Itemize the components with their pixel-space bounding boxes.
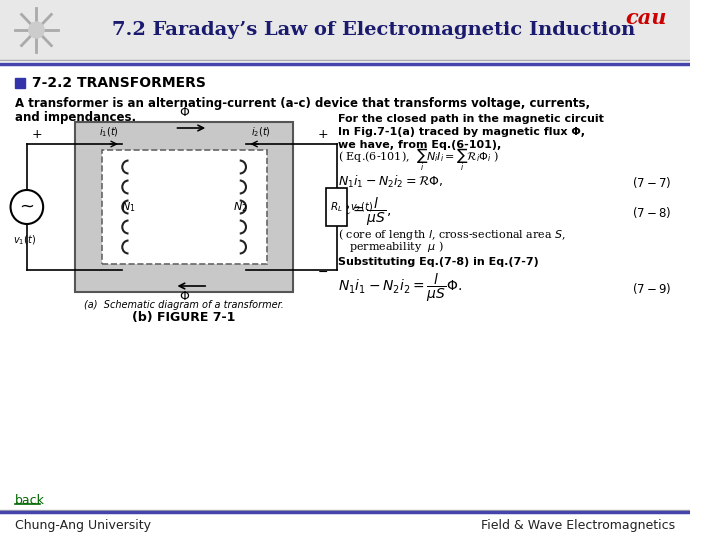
Text: $N_1 i_1 - N_2 i_2 = \dfrac{l}{\mu S} \Phi.$: $N_1 i_1 - N_2 i_2 = \dfrac{l}{\mu S} \P…	[338, 272, 462, 304]
Text: In Fig.7-1(a) traced by magnetic flux Φ,: In Fig.7-1(a) traced by magnetic flux Φ,	[338, 127, 585, 137]
Text: 7.2 Faraday’s Law of Electromagnetic Induction: 7.2 Faraday’s Law of Electromagnetic Ind…	[112, 21, 636, 39]
Text: $N_1 i_1 - N_2 i_2 = \mathcal{R}\Phi,$: $N_1 i_1 - N_2 i_2 = \mathcal{R}\Phi,$	[338, 174, 443, 190]
Text: $(7-7)$: $(7-7)$	[631, 174, 671, 190]
Bar	[0, 0, 690, 60]
Text: $i_2(t)$: $i_2(t)$	[251, 125, 271, 139]
Text: ~: ~	[19, 198, 35, 216]
Text: we have, from Eq.(6-101),: we have, from Eq.(6-101),	[338, 140, 501, 150]
Text: back: back	[15, 494, 45, 507]
Text: For the closed path in the magnetic circuit: For the closed path in the magnetic circ…	[338, 114, 603, 124]
Text: $\Phi$: $\Phi$	[179, 290, 189, 303]
Text: and impendances.: and impendances.	[15, 111, 137, 124]
Text: $\mathcal{R} = \dfrac{l}{\mu S},$: $\mathcal{R} = \dfrac{l}{\mu S},$	[338, 196, 391, 228]
Text: Field & Wave Electromagnetics: Field & Wave Electromagnetics	[481, 518, 675, 531]
Text: (b) FIGURE 7-1: (b) FIGURE 7-1	[132, 312, 236, 325]
Text: $(7-8)$: $(7-8)$	[631, 205, 671, 219]
Text: ( Eq.(6-101),  $\sum_i N_i I_i = \sum_i \mathcal{R}_i \Phi_i$ ): ( Eq.(6-101), $\sum_i N_i I_i = \sum_i \…	[338, 147, 498, 173]
Text: $N_2$: $N_2$	[233, 200, 247, 214]
Text: permeability  $\mu$ ): permeability $\mu$ )	[349, 240, 444, 254]
Text: $\Phi$: $\Phi$	[179, 106, 189, 119]
Text: $v_2(t)$: $v_2(t)$	[350, 200, 373, 214]
Circle shape	[29, 22, 44, 38]
Text: (a)  Schematic diagram of a transformer.: (a) Schematic diagram of a transformer.	[84, 300, 284, 310]
Text: +: +	[318, 128, 328, 141]
Text: $v_1(t)$: $v_1(t)$	[14, 233, 37, 247]
Text: 7-2.2 TRANSFORMERS: 7-2.2 TRANSFORMERS	[32, 76, 205, 90]
Text: Substituting Eq.(7-8) in Eq.(7-7): Substituting Eq.(7-8) in Eq.(7-7)	[338, 257, 539, 267]
Text: $N_1$: $N_1$	[121, 200, 136, 214]
Text: ( core of length $l$, cross-sectional area $S$,: ( core of length $l$, cross-sectional ar…	[338, 226, 566, 241]
Text: cau: cau	[625, 8, 667, 28]
Text: −: −	[318, 266, 328, 279]
Bar	[102, 150, 266, 264]
Text: $(7-9)$: $(7-9)$	[631, 280, 671, 295]
Text: Chung-Ang University: Chung-Ang University	[15, 518, 151, 531]
Text: $i_1(t)$: $i_1(t)$	[99, 125, 120, 139]
Bar	[75, 122, 294, 292]
Bar	[15, 78, 25, 88]
Bar	[326, 188, 347, 226]
Text: $R_L$: $R_L$	[330, 200, 343, 214]
Text: A transformer is an alternating-current (a-c) device that transforms voltage, cu: A transformer is an alternating-current …	[15, 97, 590, 110]
Text: +: +	[31, 128, 42, 141]
